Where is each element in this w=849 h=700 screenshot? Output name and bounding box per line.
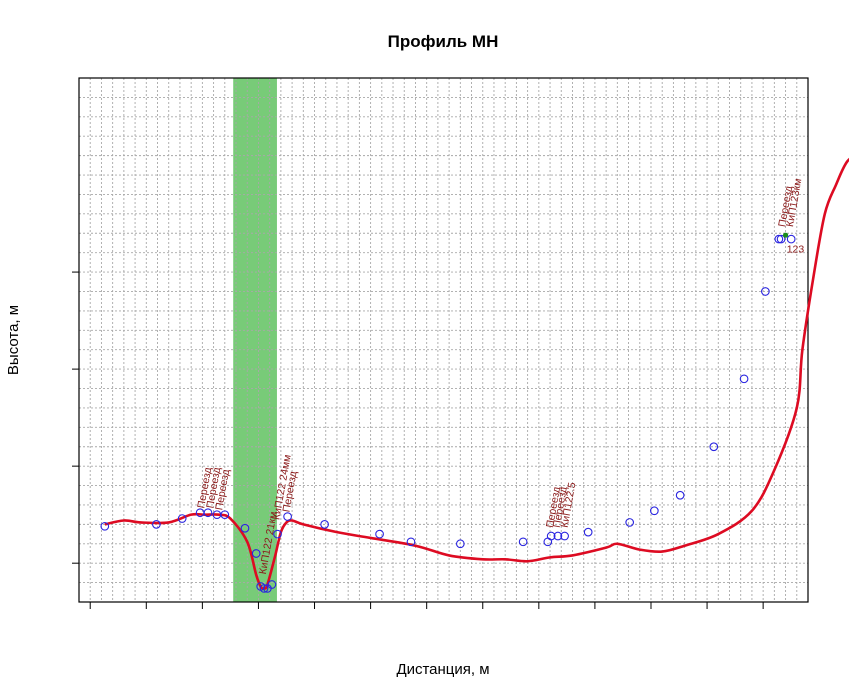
data-point	[560, 531, 569, 541]
chart-title: Профиль МН	[388, 32, 499, 51]
data-point	[259, 584, 269, 593]
data-point	[267, 580, 277, 589]
data-point	[546, 531, 556, 541]
data-point	[273, 529, 282, 539]
data-point	[553, 531, 563, 541]
data-point	[583, 527, 593, 537]
data-point	[774, 234, 784, 244]
x-axis-label: Дистанция, м	[396, 661, 489, 678]
data-point	[152, 520, 161, 529]
data-point	[375, 529, 384, 539]
data-point	[649, 506, 659, 516]
data-point	[220, 510, 230, 520]
point-annotation: 123	[787, 244, 805, 256]
data-point	[709, 442, 719, 452]
data-point	[761, 287, 770, 296]
data-point	[177, 514, 187, 523]
data-point	[625, 518, 635, 527]
data-point	[240, 523, 250, 533]
data-point	[203, 508, 213, 518]
plot-frame	[78, 77, 809, 603]
profile-line	[104, 157, 849, 590]
data-point	[786, 234, 796, 244]
data-point	[406, 537, 416, 547]
y-axis-label: Высота, м	[5, 305, 22, 375]
data-point	[739, 374, 749, 384]
special-point	[782, 232, 789, 238]
data-point	[283, 512, 292, 521]
data-point	[518, 537, 528, 547]
data-point	[100, 521, 110, 531]
data-point	[776, 234, 786, 244]
data-point	[675, 490, 685, 500]
data-point	[543, 537, 553, 547]
data-point	[320, 520, 329, 529]
data-point	[455, 539, 465, 549]
data-point	[251, 549, 261, 558]
